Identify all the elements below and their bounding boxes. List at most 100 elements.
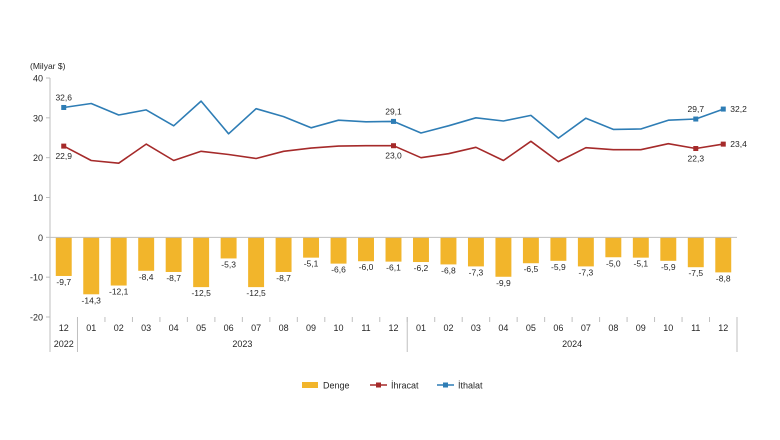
point-label-i-thalat: 32,6 (55, 92, 72, 102)
bar-data-label: -5,3 (221, 259, 236, 269)
bar-data-label: -6,6 (331, 265, 346, 275)
x-tick-label: 12 (59, 323, 69, 333)
x-axis: 12 01 02 03 04 05 06 07 08 09 10 11 12 01 02 03 04 05 06 07… (49, 236, 738, 352)
bar-data-label: -12,5 (191, 288, 211, 298)
x-tick-label: 02 (443, 323, 453, 333)
marker-i-thalat (720, 106, 726, 112)
bar-denge (385, 237, 402, 262)
x-tick-label: 04 (498, 323, 508, 333)
bar-series-denge (55, 237, 732, 295)
bar-data-label: -8,7 (276, 273, 291, 283)
bar-data-label: -7,5 (688, 268, 703, 278)
y-tick-label: 30 (33, 113, 43, 123)
bar-denge (577, 237, 594, 267)
bar-data-label: -6,8 (441, 265, 456, 275)
x-tick-label: 09 (636, 323, 646, 333)
x-tick-label: 01 (416, 323, 426, 333)
bar-denge (83, 237, 100, 295)
bar-data-label: -9,9 (496, 278, 511, 288)
x-year-label: 2023 (232, 339, 252, 349)
bar-data-label: -8,4 (139, 272, 154, 282)
point-label-i-hracat: 22,9 (55, 151, 72, 161)
x-tick-label: 07 (251, 323, 261, 333)
bar-denge (715, 237, 732, 273)
bar-data-label: -6,0 (359, 262, 374, 272)
bar-denge (303, 237, 320, 258)
legend-label: İhracat (391, 381, 419, 391)
bar-denge (220, 237, 237, 259)
bar-data-label: -12,5 (246, 288, 266, 298)
point-label-i-hracat: 22,3 (688, 154, 705, 164)
bar-data-label: -14,3 (82, 295, 102, 305)
legend-swatch-bar (302, 382, 318, 388)
x-year-label: 2024 (562, 339, 582, 349)
bar-data-label: -8,8 (716, 273, 731, 283)
y-tick-label: 40 (33, 74, 43, 84)
x-tick-label: 07 (581, 323, 591, 333)
bar-denge (495, 237, 512, 277)
bar-data-label: -9,7 (56, 277, 71, 287)
legend-label: Denge (323, 381, 350, 391)
bar-data-label: -7,3 (579, 267, 594, 277)
bar-denge (440, 237, 457, 265)
y-tick-label: 10 (33, 193, 43, 203)
bar-denge (193, 237, 210, 288)
x-tick-label: 10 (334, 323, 344, 333)
bar-data-label: -12,1 (109, 287, 129, 297)
bar-denge (275, 237, 292, 272)
bar-denge (138, 237, 155, 271)
bar-data-label: -6,2 (414, 263, 429, 273)
x-tick-label: 11 (691, 323, 700, 333)
x-tick-label: 05 (526, 323, 536, 333)
bar-data-labels: -9,7 -14,3 -12,1 -8,4 -8,7 -12,5 -5,3 -12,5 -8,7… (56, 258, 730, 305)
x-tick-label: 08 (608, 323, 618, 333)
y-tick-label: -10 (30, 273, 43, 283)
bar-denge (687, 237, 704, 268)
bar-data-label: -6,1 (386, 263, 401, 273)
marker-i-hracat (391, 143, 396, 149)
marker-i-hracat (61, 143, 67, 149)
bar-denge (522, 237, 539, 264)
point-label-i-hracat: 23,4 (730, 139, 747, 149)
x-tick-label: 05 (196, 323, 206, 333)
x-tick-label: 11 (361, 323, 370, 333)
bar-denge (605, 237, 622, 258)
x-tick-label: 08 (279, 323, 289, 333)
bar-denge (660, 237, 677, 261)
bar-data-label: -5,9 (661, 262, 676, 272)
legend-swatch-marker (376, 382, 381, 388)
x-tick-label: 09 (306, 323, 316, 333)
x-tick-label: 02 (114, 323, 124, 333)
bar-denge (358, 237, 374, 262)
point-label-i-thalat: 29,1 (385, 106, 402, 116)
y-axis-unit-label: (Milyar $) (30, 61, 66, 71)
bar-denge (248, 237, 265, 288)
marker-i-thalat (693, 116, 699, 122)
bar-data-label: -5,1 (304, 259, 319, 269)
x-tick-label: 06 (553, 323, 563, 333)
x-tick-label: 12 (388, 323, 398, 333)
bar-denge (110, 237, 127, 286)
point-label-i-thalat: 29,7 (688, 104, 705, 114)
point-label-i-hracat: 23,0 (385, 151, 402, 161)
bar-denge (632, 237, 649, 258)
legend-swatch-marker (443, 382, 448, 388)
bar-denge (55, 237, 72, 276)
legend-label: İthalat (458, 381, 483, 391)
x-tick-label: 04 (169, 323, 179, 333)
y-tick-label: -20 (30, 313, 43, 323)
x-tick-label: 06 (224, 323, 234, 333)
bar-data-label: -6,5 (524, 264, 539, 274)
bar-denge (413, 237, 429, 263)
point-label-i-thalat: 32,2 (730, 104, 747, 114)
bar-data-label: -7,3 (469, 267, 484, 277)
bar-data-label: -5,0 (606, 258, 621, 268)
bar-data-label: -5,9 (551, 262, 566, 272)
marker-i-hracat (720, 141, 726, 147)
x-tick-label: 03 (141, 323, 151, 333)
bar-data-label: -5,1 (633, 259, 648, 269)
marker-i-hracat (693, 146, 699, 152)
x-year-label: 2022 (54, 339, 74, 349)
marker-i-thalat (61, 104, 67, 110)
bar-denge (467, 237, 484, 267)
